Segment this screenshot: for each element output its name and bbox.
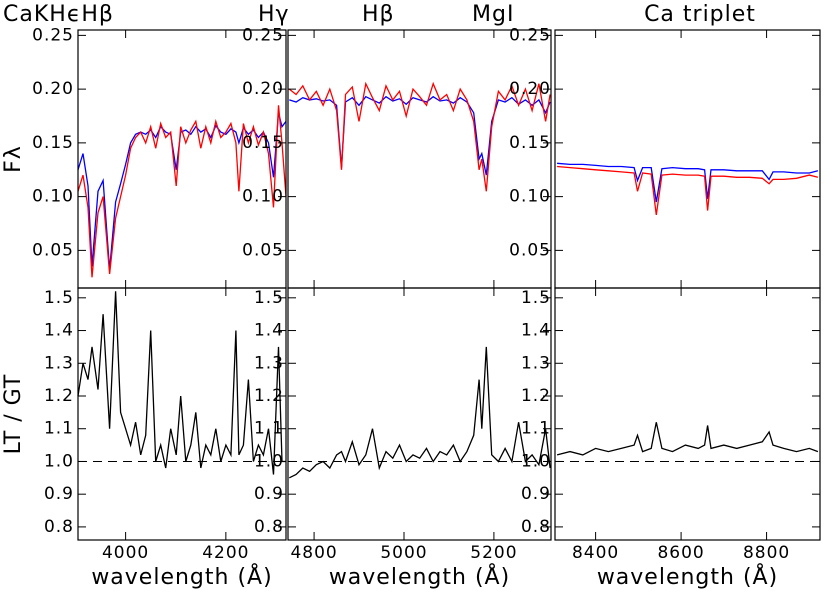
y-tick-label: 0.25 (509, 25, 551, 45)
y-tick-label: 1.1 (44, 419, 74, 439)
y-tick-label: 1.0 (254, 451, 284, 471)
spectrum-line (289, 346, 551, 479)
panel: 0.05 0.10 0.15 0.20 0.25 Ca triplet (509, 2, 821, 289)
y-tick-label: 0.10 (32, 187, 74, 207)
plot-frame (554, 29, 821, 289)
spectrum-line (288, 81, 551, 192)
y-tick-label: 0.9 (521, 484, 551, 504)
x-axis-label: wavelength (Å) (91, 563, 272, 590)
y-tick-label: 0.15 (32, 133, 74, 153)
y-axis-label: Fλ (1, 145, 26, 173)
y-tick-label: 0.20 (242, 79, 284, 99)
x-tick-label: 8800 (743, 543, 790, 563)
spectrum-line (557, 165, 819, 215)
x-tick-label: 4200 (202, 543, 249, 563)
line-annotation: Hγ (258, 2, 290, 27)
y-tick-label: 0.20 (32, 79, 74, 99)
y-tick-label: 1.3 (254, 353, 284, 373)
y-tick-label: 1.2 (254, 386, 284, 406)
y-tick-label: 0.8 (254, 517, 284, 537)
spectrum-line (77, 105, 287, 278)
y-tick-label: 0.05 (242, 240, 284, 260)
y-axis-label: LT / GT (1, 374, 26, 455)
spectrum-line (557, 162, 819, 203)
spectrum-line (77, 112, 287, 270)
y-tick-label: 0.15 (509, 133, 551, 153)
x-tick-label: 8400 (572, 543, 619, 563)
plot-frame (287, 287, 552, 541)
y-tick-label: 1.0 (521, 451, 551, 471)
x-axis-label: wavelength (Å) (597, 563, 778, 590)
x-tick-label: 8600 (657, 543, 704, 563)
y-tick-label: 1.5 (521, 288, 551, 308)
x-tick-label: 4000 (102, 543, 149, 563)
y-tick-label: 0.10 (242, 187, 284, 207)
y-tick-label: 0.10 (509, 187, 551, 207)
y-tick-label: 1.4 (521, 321, 551, 341)
y-tick-label: 0.05 (509, 240, 551, 260)
y-tick-label: 1.1 (254, 419, 284, 439)
y-tick-label: 1.3 (44, 353, 74, 373)
line-annotation: Ca triplet (644, 2, 756, 27)
y-tick-label: 0.05 (32, 240, 74, 260)
panel: 0.8 0.9 1.0 1.1 1.2 1.3 1.4 1.5 4800 5000 5200wave… (254, 287, 552, 590)
y-tick-label: 1.2 (44, 386, 74, 406)
line-annotation: CaKHϵHβ (3, 2, 114, 27)
y-tick-label: 0.8 (521, 517, 551, 537)
line-annotation: Hβ (362, 2, 395, 27)
y-tick-label: 1.1 (521, 419, 551, 439)
plot-frame (77, 287, 287, 541)
y-tick-label: 1.5 (44, 288, 74, 308)
panel: 0.8 0.9 1.0 1.1 1.2 1.3 1.4 1.5 8400 8600 8800wave… (521, 287, 821, 590)
x-tick-label: 5200 (470, 543, 517, 563)
y-tick-label: 0.20 (509, 79, 551, 99)
y-tick-label: 0.15 (242, 133, 284, 153)
y-tick-label: 0.9 (254, 484, 284, 504)
x-tick-label: 4800 (290, 543, 337, 563)
panel: 0.8 0.9 1.0 1.1 1.2 1.3 1.4 1.5 4000 4200waveleng… (1, 287, 287, 590)
y-tick-label: 1.4 (44, 321, 74, 341)
line-annotation: MgI (472, 2, 514, 27)
y-tick-label: 1.5 (254, 288, 284, 308)
x-axis-label: wavelength (Å) (329, 563, 510, 590)
y-tick-label: 0.25 (242, 25, 284, 45)
x-tick-label: 5000 (380, 543, 427, 563)
panel: 0.05 0.10 0.15 0.20 0.25 Hβ MgI (242, 2, 552, 289)
y-tick-label: 1.2 (521, 386, 551, 406)
plot-frame (554, 287, 821, 541)
y-tick-label: 0.25 (32, 25, 74, 45)
y-tick-label: 1.4 (254, 321, 284, 341)
y-tick-label: 1.3 (521, 353, 551, 373)
y-tick-label: 1.0 (44, 451, 74, 471)
spectrum-line (77, 291, 286, 475)
spectrum-line (556, 422, 819, 456)
y-tick-label: 0.8 (44, 517, 74, 537)
y-tick-label: 0.9 (44, 484, 74, 504)
